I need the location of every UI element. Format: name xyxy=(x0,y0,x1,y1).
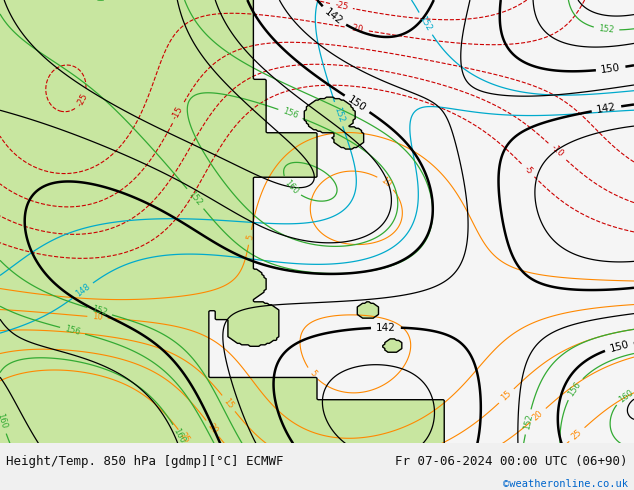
Text: 160: 160 xyxy=(0,413,9,430)
Text: -10: -10 xyxy=(549,144,565,159)
Text: 5: 5 xyxy=(307,369,318,379)
Text: 142: 142 xyxy=(323,6,345,26)
Text: ©weatheronline.co.uk: ©weatheronline.co.uk xyxy=(503,479,628,490)
Text: 152: 152 xyxy=(598,24,615,35)
Text: 10: 10 xyxy=(92,312,103,322)
Text: 152: 152 xyxy=(332,105,346,123)
Text: 160: 160 xyxy=(617,388,634,404)
Text: 152: 152 xyxy=(91,305,108,318)
Text: 15: 15 xyxy=(500,389,514,403)
Text: 20: 20 xyxy=(531,409,545,422)
Text: 142: 142 xyxy=(376,322,396,333)
Text: 25: 25 xyxy=(570,428,584,441)
Text: -25: -25 xyxy=(75,92,90,108)
Text: 156: 156 xyxy=(64,324,81,337)
Text: -5: -5 xyxy=(522,164,534,176)
Text: -25: -25 xyxy=(334,0,349,12)
Text: 20: 20 xyxy=(205,422,219,436)
Text: Fr 07-06-2024 00:00 UTC (06+90): Fr 07-06-2024 00:00 UTC (06+90) xyxy=(395,455,628,467)
Text: 160: 160 xyxy=(282,178,300,196)
Text: 156: 156 xyxy=(281,107,299,121)
Text: -20: -20 xyxy=(349,24,364,34)
Text: 5: 5 xyxy=(245,234,255,241)
Text: 152: 152 xyxy=(187,190,204,208)
Text: 142: 142 xyxy=(596,102,617,115)
Text: 152: 152 xyxy=(522,413,534,431)
Text: 25: 25 xyxy=(178,431,191,445)
Text: 152: 152 xyxy=(418,15,434,33)
Text: 10: 10 xyxy=(379,176,393,190)
Text: 148: 148 xyxy=(74,282,92,299)
Text: 150: 150 xyxy=(600,63,621,75)
Text: Height/Temp. 850 hPa [gdmp][°C] ECMWF: Height/Temp. 850 hPa [gdmp][°C] ECMWF xyxy=(6,455,284,467)
Text: 150: 150 xyxy=(609,339,630,354)
Text: 160: 160 xyxy=(172,427,187,445)
Text: 156: 156 xyxy=(566,380,583,398)
Text: -15: -15 xyxy=(171,105,185,121)
Text: 150: 150 xyxy=(346,94,368,114)
Text: 15: 15 xyxy=(222,396,235,410)
